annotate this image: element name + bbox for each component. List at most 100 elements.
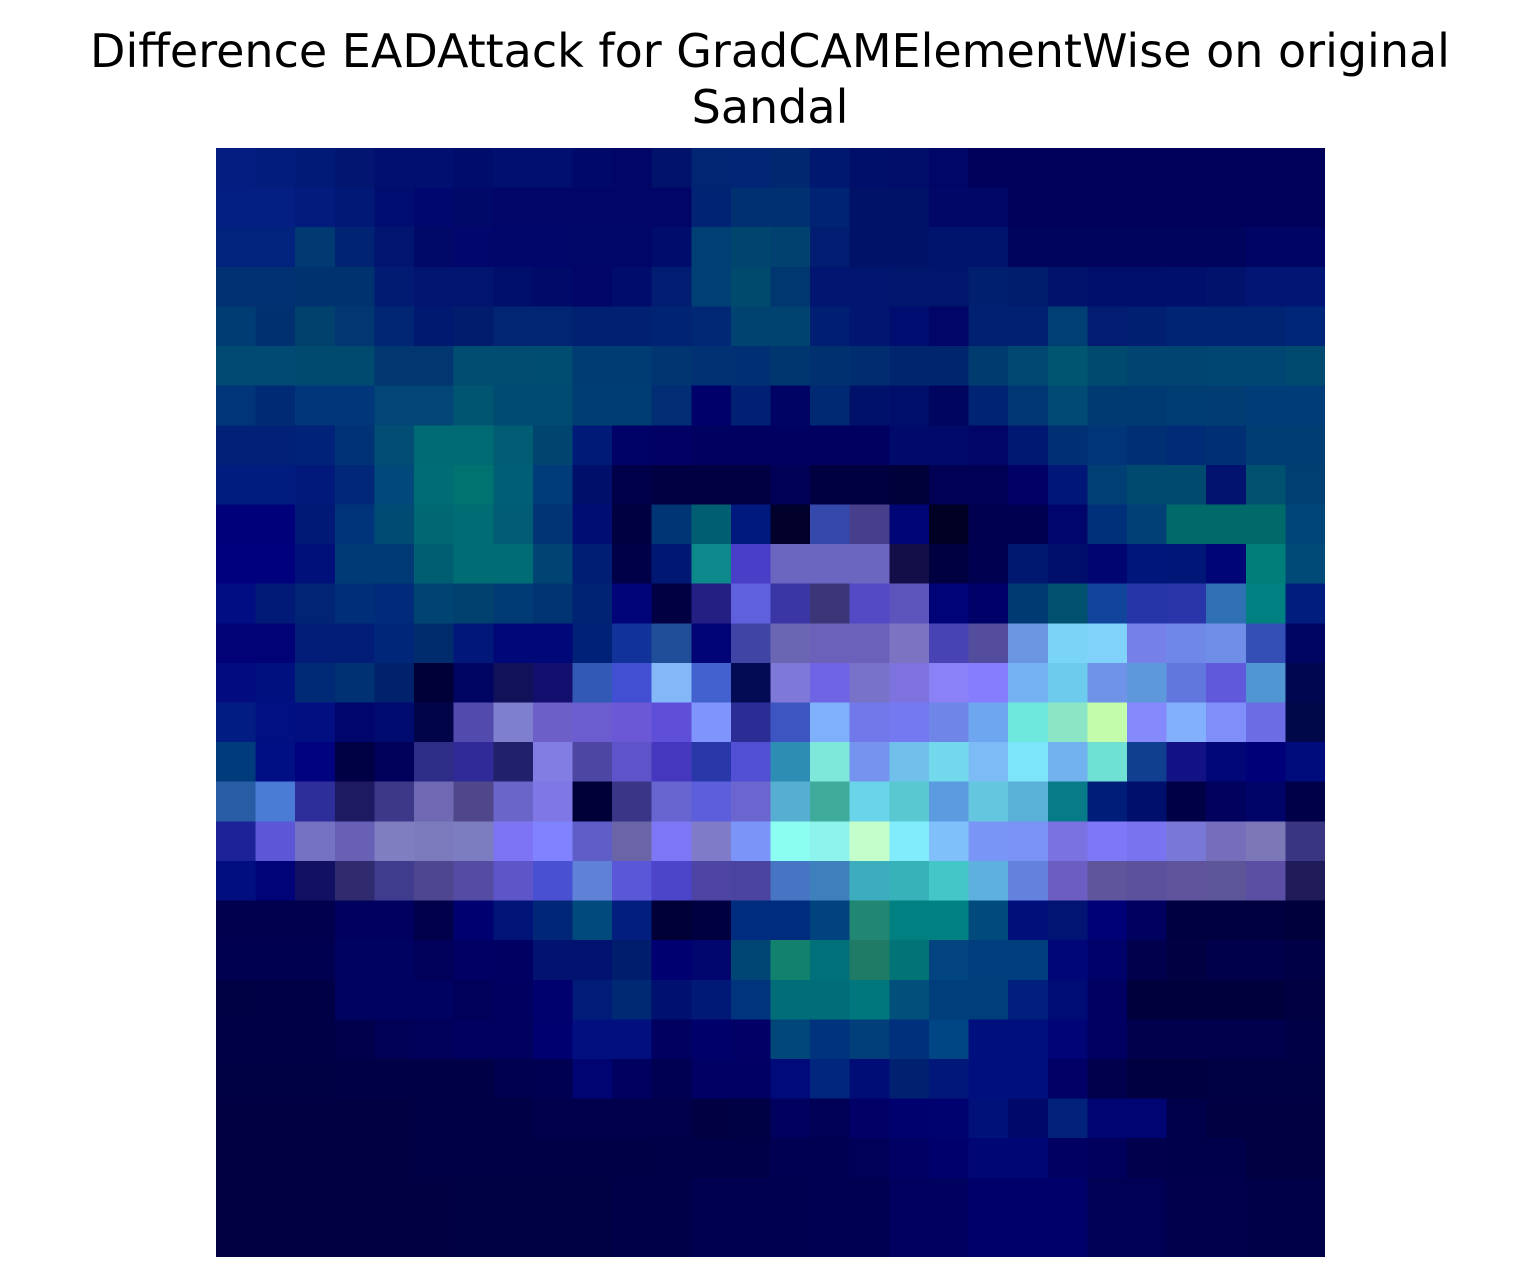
heatmap-cell bbox=[651, 900, 692, 941]
heatmap-cell bbox=[1126, 1019, 1168, 1060]
heatmap-cell bbox=[1126, 504, 1168, 545]
heatmap-cell bbox=[1047, 781, 1088, 822]
heatmap-cell bbox=[1285, 781, 1325, 822]
heatmap-cell bbox=[532, 504, 574, 545]
heatmap-cell bbox=[453, 148, 494, 189]
heatmap-cell bbox=[334, 821, 376, 862]
heatmap-cell bbox=[770, 979, 811, 1020]
heatmap-cell bbox=[453, 266, 494, 308]
heatmap-cell bbox=[810, 148, 851, 189]
heatmap-cell bbox=[1087, 1177, 1128, 1218]
heatmap-cell bbox=[1285, 187, 1325, 228]
heatmap-cell bbox=[1285, 1217, 1325, 1257]
heatmap-cell bbox=[770, 187, 811, 228]
heatmap-cell bbox=[255, 1138, 296, 1179]
heatmap-cell bbox=[1008, 781, 1049, 822]
heatmap-cell bbox=[730, 464, 772, 506]
heatmap-cell bbox=[1008, 583, 1049, 624]
heatmap-cell bbox=[572, 266, 613, 308]
heatmap-cell bbox=[612, 1019, 653, 1060]
heatmap-cell bbox=[216, 1098, 257, 1139]
heatmap-cell bbox=[928, 662, 970, 704]
heatmap-cell bbox=[1166, 900, 1207, 941]
heatmap-cell bbox=[1008, 702, 1049, 743]
heatmap-cell bbox=[216, 583, 257, 624]
heatmap-cell bbox=[295, 979, 336, 1020]
heatmap-cell bbox=[810, 821, 851, 862]
heatmap-cell bbox=[1047, 1019, 1088, 1060]
heatmap-cell bbox=[651, 1058, 692, 1100]
heatmap-cell bbox=[691, 464, 732, 506]
heatmap-cell bbox=[216, 425, 257, 466]
heatmap-cell bbox=[255, 940, 296, 981]
heatmap-cell bbox=[730, 1098, 772, 1139]
heatmap-cell bbox=[1126, 148, 1168, 189]
heatmap-cell bbox=[1008, 385, 1049, 426]
heatmap-cell bbox=[810, 1217, 851, 1257]
heatmap-cell bbox=[1008, 544, 1049, 585]
heatmap-cell bbox=[810, 306, 851, 347]
heatmap-cell bbox=[651, 821, 692, 862]
heatmap-cell bbox=[1008, 1217, 1049, 1257]
heatmap-cell bbox=[374, 1019, 415, 1060]
heatmap-cell bbox=[612, 187, 653, 228]
heatmap-cell bbox=[770, 1177, 811, 1218]
heatmap-cell bbox=[730, 148, 772, 189]
heatmap-cell bbox=[1206, 187, 1247, 228]
heatmap-cell bbox=[1087, 1138, 1128, 1179]
heatmap-cell bbox=[651, 1098, 692, 1139]
heatmap-cell bbox=[295, 187, 336, 228]
heatmap-cell bbox=[374, 821, 415, 862]
heatmap-cell bbox=[453, 504, 494, 545]
heatmap-cell bbox=[572, 1058, 613, 1100]
heatmap-cell bbox=[1245, 544, 1286, 585]
heatmap-cell bbox=[1206, 544, 1247, 585]
heatmap-cell bbox=[374, 187, 415, 228]
heatmap-cell bbox=[968, 385, 1009, 426]
heatmap-cell bbox=[414, 623, 455, 664]
heatmap-cell bbox=[1245, 940, 1286, 981]
heatmap-cell bbox=[1166, 1019, 1207, 1060]
heatmap-cell bbox=[295, 662, 336, 704]
heatmap-cell bbox=[216, 940, 257, 981]
heatmap-cell bbox=[1206, 821, 1247, 862]
heatmap-cell bbox=[1206, 464, 1247, 506]
heatmap-cell bbox=[255, 544, 296, 585]
heatmap-cell bbox=[651, 1177, 692, 1218]
heatmap-cell bbox=[216, 187, 257, 228]
heatmap-cell bbox=[572, 583, 613, 624]
heatmap-cell bbox=[730, 1058, 772, 1100]
heatmap-cell bbox=[928, 385, 970, 426]
heatmap-cell bbox=[889, 227, 930, 268]
heatmap-cell bbox=[651, 623, 692, 664]
heatmap-cell bbox=[1245, 266, 1286, 308]
heatmap-cell bbox=[334, 504, 376, 545]
heatmap-cell bbox=[770, 702, 811, 743]
heatmap-cell bbox=[928, 1019, 970, 1060]
heatmap-cell bbox=[651, 306, 692, 347]
heatmap-cell bbox=[1126, 1217, 1168, 1257]
heatmap-cell bbox=[295, 623, 336, 664]
heatmap-cell bbox=[453, 1177, 494, 1218]
heatmap-cell bbox=[532, 900, 574, 941]
heatmap-cell bbox=[255, 662, 296, 704]
heatmap-cell bbox=[1166, 702, 1207, 743]
heatmap-cell bbox=[968, 702, 1009, 743]
heatmap-cell bbox=[334, 979, 376, 1020]
heatmap-cell bbox=[1126, 425, 1168, 466]
heatmap-cell bbox=[295, 544, 336, 585]
heatmap-cell bbox=[651, 662, 692, 704]
heatmap-cell bbox=[572, 1177, 613, 1218]
heatmap-cell bbox=[849, 1098, 890, 1139]
heatmap-cell bbox=[849, 1019, 890, 1060]
heatmap-cell bbox=[493, 702, 534, 743]
heatmap-cell bbox=[334, 583, 376, 624]
heatmap-cell bbox=[532, 742, 574, 783]
heatmap-cell bbox=[1245, 148, 1286, 189]
heatmap-cell bbox=[216, 1058, 257, 1100]
heatmap-cell bbox=[730, 900, 772, 941]
heatmap-cell bbox=[770, 821, 811, 862]
heatmap-cell bbox=[374, 781, 415, 822]
heatmap-cell bbox=[691, 860, 732, 902]
heatmap-cell bbox=[216, 346, 257, 387]
